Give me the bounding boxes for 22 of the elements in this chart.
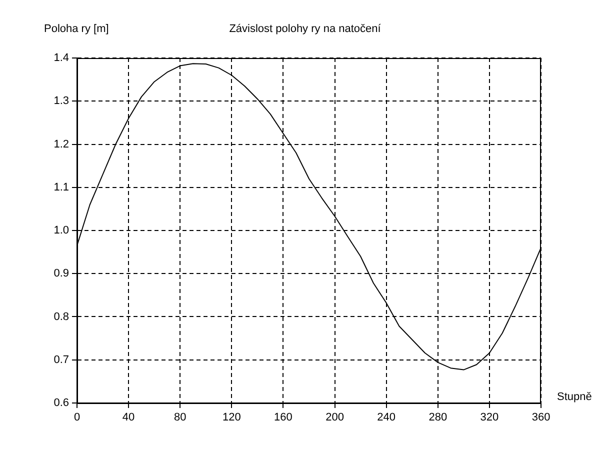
x-tick-label: 240: [377, 412, 396, 424]
x-tick-label: 0: [74, 412, 80, 424]
y-tick-label: 1.1: [54, 181, 69, 194]
chart-title: Závislost polohy ry na natočení: [229, 23, 382, 36]
y-tick-label: 1.4: [54, 52, 69, 64]
y-tick-label: 1.0: [54, 224, 69, 237]
y-tick-label: 0.6: [54, 397, 69, 410]
x-tick-label: 280: [428, 412, 448, 424]
x-tick-label: 160: [274, 412, 292, 424]
y-axis-title: Poloha ry [m]: [44, 23, 109, 36]
x-tick-label: 120: [222, 412, 241, 424]
x-tick-label: 360: [532, 412, 550, 424]
y-tick-label: 1.2: [54, 138, 69, 150]
x-tick-label: 200: [326, 412, 344, 424]
y-tick-label: 0.7: [54, 354, 69, 366]
x-tick-label: 320: [480, 412, 499, 424]
x-axis-title: Stupně: [557, 391, 592, 404]
y-tick-label: 1.3: [54, 95, 69, 108]
y-tick-label: 0.8: [54, 310, 69, 323]
x-tick-label: 80: [174, 412, 186, 424]
y-tick-label: 0.9: [54, 268, 69, 280]
x-tick-label: 40: [122, 412, 135, 424]
